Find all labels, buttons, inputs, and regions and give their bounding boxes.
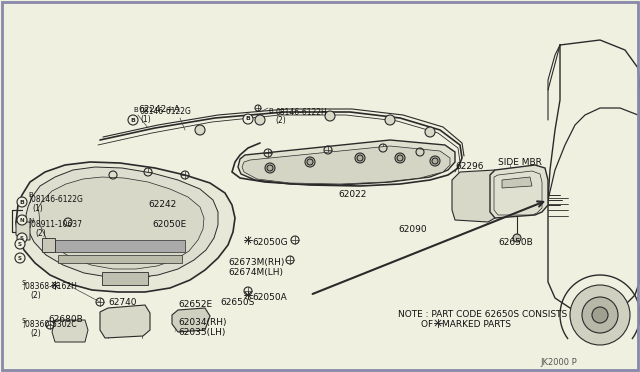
Text: S: S — [18, 241, 22, 247]
Text: (2): (2) — [30, 291, 41, 300]
Text: B: B — [20, 199, 24, 205]
Text: )08360-5302C: )08360-5302C — [22, 320, 77, 329]
Polygon shape — [502, 177, 532, 188]
Text: 62673M(RH): 62673M(RH) — [228, 258, 284, 267]
Circle shape — [15, 253, 25, 263]
Polygon shape — [42, 238, 55, 252]
Text: JK2000 P: JK2000 P — [540, 358, 577, 367]
Text: 62050A: 62050A — [252, 293, 287, 302]
Text: 62050G: 62050G — [252, 238, 287, 247]
Text: 62035(LH): 62035(LH) — [178, 328, 225, 337]
Circle shape — [395, 153, 405, 163]
Text: B: B — [133, 107, 138, 113]
Polygon shape — [55, 240, 185, 252]
Circle shape — [430, 156, 440, 166]
Text: S: S — [22, 318, 26, 324]
Circle shape — [307, 159, 313, 165]
Polygon shape — [52, 320, 88, 342]
Circle shape — [325, 111, 335, 121]
Polygon shape — [172, 308, 210, 332]
Text: N: N — [20, 218, 24, 222]
Text: N: N — [28, 218, 33, 224]
Circle shape — [15, 239, 25, 249]
Polygon shape — [238, 140, 455, 185]
Text: (1): (1) — [32, 204, 43, 213]
Text: )08146-6122G: )08146-6122G — [28, 195, 83, 204]
Text: B: B — [246, 116, 250, 122]
Text: (2): (2) — [30, 329, 41, 338]
Text: B: B — [28, 192, 33, 198]
Circle shape — [265, 163, 275, 173]
Text: 62034(RH): 62034(RH) — [178, 318, 227, 327]
Text: (2): (2) — [275, 116, 285, 125]
Circle shape — [397, 155, 403, 161]
Text: (1): (1) — [140, 115, 151, 124]
Text: 62650B: 62650B — [498, 238, 532, 247]
Circle shape — [128, 115, 138, 125]
Circle shape — [357, 155, 363, 161]
Text: 62242: 62242 — [148, 200, 176, 209]
Text: OF: OF — [398, 320, 433, 329]
Polygon shape — [38, 177, 204, 269]
Circle shape — [425, 127, 435, 137]
Text: 62050E: 62050E — [152, 220, 186, 229]
Text: )08911-10637: )08911-10637 — [28, 220, 82, 229]
Text: S: S — [20, 235, 24, 241]
Polygon shape — [490, 165, 548, 218]
Text: 62090: 62090 — [398, 225, 427, 234]
Circle shape — [255, 115, 265, 125]
Circle shape — [243, 114, 253, 124]
Polygon shape — [452, 170, 495, 222]
Text: 62680B: 62680B — [48, 315, 83, 324]
Circle shape — [17, 233, 27, 243]
Circle shape — [195, 125, 205, 135]
Circle shape — [17, 215, 27, 225]
Text: 62652E: 62652E — [178, 300, 212, 309]
Text: 62296: 62296 — [455, 162, 483, 171]
Text: B: B — [268, 108, 273, 114]
Circle shape — [432, 158, 438, 164]
Text: 08146-6122G: 08146-6122G — [140, 107, 192, 116]
Circle shape — [513, 234, 521, 242]
Text: 62674M(LH): 62674M(LH) — [228, 268, 283, 277]
Circle shape — [592, 307, 608, 323]
Circle shape — [305, 157, 315, 167]
Circle shape — [385, 115, 395, 125]
Text: NOTE : PART CODE 62650S CONSISTS: NOTE : PART CODE 62650S CONSISTS — [398, 310, 567, 319]
Text: (2): (2) — [35, 229, 45, 238]
Text: 62242+A: 62242+A — [138, 105, 180, 114]
Circle shape — [17, 197, 27, 207]
Text: SIDE MBR: SIDE MBR — [498, 158, 542, 167]
Text: S: S — [18, 256, 22, 260]
Polygon shape — [100, 305, 150, 338]
Polygon shape — [58, 255, 182, 263]
Text: B: B — [131, 118, 136, 122]
Text: MARKED PARTS: MARKED PARTS — [442, 320, 511, 329]
Polygon shape — [102, 272, 148, 285]
Text: S: S — [22, 280, 26, 286]
Text: 62022: 62022 — [338, 190, 366, 199]
Text: )08368-6162H: )08368-6162H — [22, 282, 77, 291]
Polygon shape — [26, 167, 218, 278]
Polygon shape — [16, 222, 30, 240]
Circle shape — [582, 297, 618, 333]
Text: 62740: 62740 — [108, 298, 136, 307]
Polygon shape — [242, 146, 450, 184]
Polygon shape — [16, 162, 235, 292]
Circle shape — [267, 165, 273, 171]
Text: 62650S: 62650S — [220, 298, 254, 307]
Circle shape — [355, 153, 365, 163]
Text: 08146-6122H: 08146-6122H — [275, 108, 327, 117]
Circle shape — [570, 285, 630, 345]
